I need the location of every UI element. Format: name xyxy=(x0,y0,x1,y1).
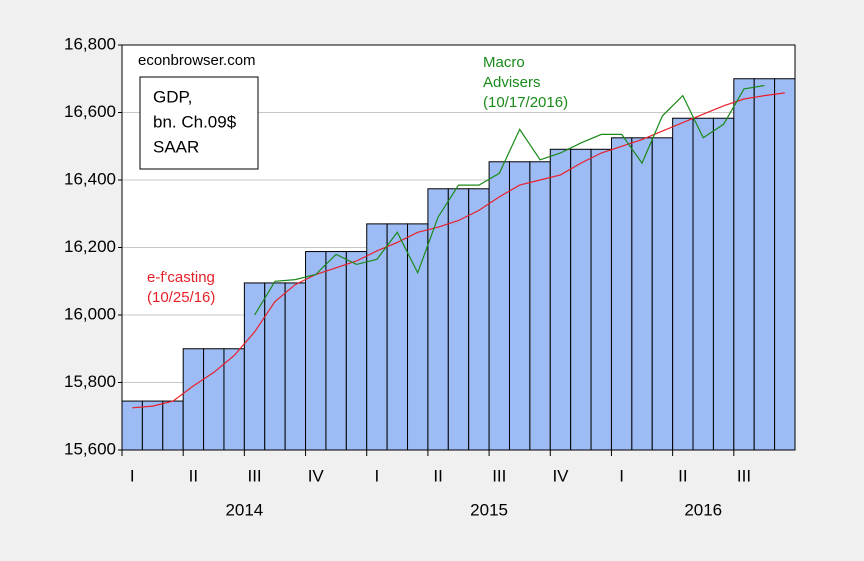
bar xyxy=(570,148,592,451)
bar xyxy=(284,282,307,451)
bar xyxy=(590,148,612,451)
bar xyxy=(243,282,266,451)
bar xyxy=(712,117,735,451)
label-box xyxy=(139,76,259,170)
year-label: 2014 xyxy=(225,500,263,519)
label-box-text: GDP, xyxy=(153,87,192,106)
bar xyxy=(264,282,286,451)
bar xyxy=(529,161,551,451)
bar xyxy=(141,400,164,451)
bar xyxy=(427,188,449,451)
bar xyxy=(610,137,633,451)
line xyxy=(132,92,785,409)
x-tick-label: II xyxy=(678,466,687,485)
bar xyxy=(366,223,388,451)
bar xyxy=(305,251,327,451)
bar xyxy=(753,78,776,451)
bar xyxy=(447,188,470,451)
annotation: Macro xyxy=(483,54,525,71)
bar xyxy=(121,400,143,451)
year-label: 2015 xyxy=(470,500,508,519)
x-tick-label: III xyxy=(737,466,751,485)
bar xyxy=(386,223,409,451)
y-tick-label: 16,000 xyxy=(64,304,116,323)
bar xyxy=(182,348,205,451)
year-label: 2016 xyxy=(684,500,722,519)
bar xyxy=(488,161,510,451)
bar xyxy=(203,348,225,451)
x-tick-label: II xyxy=(433,466,442,485)
bar xyxy=(774,78,796,451)
bar xyxy=(692,117,714,451)
bar xyxy=(672,117,694,451)
x-tick-label: I xyxy=(130,466,135,485)
annotation: (10/25/16) xyxy=(147,289,215,306)
x-tick-label: IV xyxy=(308,466,325,485)
label-box-text: SAAR xyxy=(153,137,199,156)
label-box-text: bn. Ch.09$ xyxy=(153,112,237,131)
bar xyxy=(651,137,674,451)
y-tick-label: 16,800 xyxy=(64,34,116,53)
x-tick-label: IV xyxy=(552,466,569,485)
source: econbrowser.com xyxy=(138,52,256,69)
y-tick-label: 15,800 xyxy=(64,372,116,391)
annotation: (10/17/2016) xyxy=(483,94,568,111)
x-tick-label: I xyxy=(375,466,380,485)
bar xyxy=(468,188,490,451)
y-tick-label: 15,600 xyxy=(64,439,116,458)
bar xyxy=(223,348,245,451)
annotation: e-f'casting xyxy=(147,269,215,286)
annotation: Advisers xyxy=(483,74,541,91)
y-tick-label: 16,400 xyxy=(64,169,116,188)
bar xyxy=(508,161,531,451)
bar xyxy=(549,148,572,451)
bar xyxy=(733,78,755,451)
bar xyxy=(162,400,184,451)
x-tick-label: III xyxy=(492,466,506,485)
bar xyxy=(345,251,368,451)
x-tick-label: II xyxy=(189,466,198,485)
bar xyxy=(631,137,653,451)
x-tick-label: III xyxy=(247,466,261,485)
line xyxy=(254,84,765,316)
x-tick-label: I xyxy=(619,466,624,485)
bar xyxy=(325,251,347,451)
y-tick-label: 16,600 xyxy=(64,102,116,121)
y-tick-label: 16,200 xyxy=(64,237,116,256)
